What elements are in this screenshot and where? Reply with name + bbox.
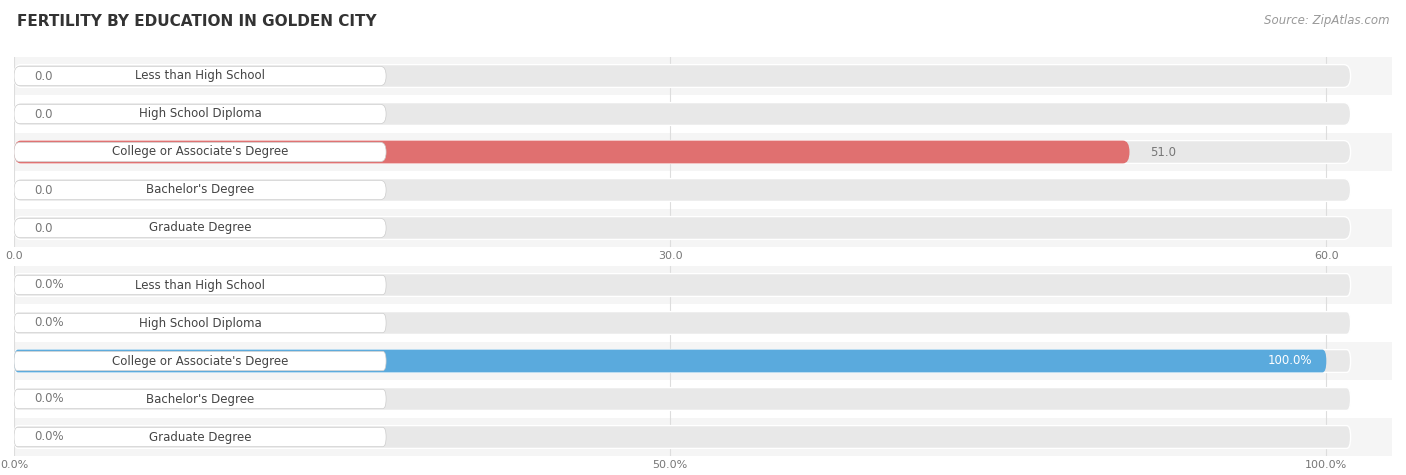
- FancyBboxPatch shape: [14, 66, 387, 85]
- Bar: [14, 171, 1392, 209]
- FancyBboxPatch shape: [14, 390, 387, 408]
- FancyBboxPatch shape: [14, 104, 387, 124]
- Text: Bachelor's Degree: Bachelor's Degree: [146, 392, 254, 406]
- FancyBboxPatch shape: [14, 218, 387, 238]
- Bar: [14, 266, 1392, 304]
- FancyBboxPatch shape: [14, 65, 1351, 87]
- Text: 0.0%: 0.0%: [35, 430, 65, 444]
- FancyBboxPatch shape: [14, 142, 387, 162]
- Text: Less than High School: Less than High School: [135, 69, 266, 83]
- FancyBboxPatch shape: [14, 314, 387, 332]
- Text: Bachelor's Degree: Bachelor's Degree: [146, 183, 254, 197]
- FancyBboxPatch shape: [14, 217, 1351, 239]
- Bar: [14, 133, 1392, 171]
- Text: 0.0%: 0.0%: [35, 316, 65, 330]
- Bar: [14, 57, 1392, 95]
- FancyBboxPatch shape: [14, 274, 1351, 296]
- FancyBboxPatch shape: [14, 350, 1351, 372]
- Text: FERTILITY BY EDUCATION IN GOLDEN CITY: FERTILITY BY EDUCATION IN GOLDEN CITY: [17, 14, 377, 29]
- Text: Less than High School: Less than High School: [135, 278, 266, 292]
- Bar: [14, 342, 1392, 380]
- Text: Source: ZipAtlas.com: Source: ZipAtlas.com: [1264, 14, 1389, 27]
- FancyBboxPatch shape: [14, 428, 387, 446]
- FancyBboxPatch shape: [14, 141, 1129, 163]
- Text: 0.0: 0.0: [35, 107, 53, 121]
- Text: High School Diploma: High School Diploma: [139, 316, 262, 330]
- Text: 100.0%: 100.0%: [1268, 354, 1313, 368]
- Text: 0.0: 0.0: [35, 69, 53, 83]
- FancyBboxPatch shape: [14, 103, 1351, 125]
- Text: Graduate Degree: Graduate Degree: [149, 430, 252, 444]
- Bar: [14, 209, 1392, 247]
- FancyBboxPatch shape: [14, 141, 1351, 163]
- FancyBboxPatch shape: [14, 388, 1351, 410]
- FancyBboxPatch shape: [14, 180, 387, 200]
- Text: 0.0: 0.0: [35, 221, 53, 235]
- FancyBboxPatch shape: [14, 350, 1326, 372]
- Bar: [14, 418, 1392, 456]
- Bar: [14, 380, 1392, 418]
- Text: Graduate Degree: Graduate Degree: [149, 221, 252, 235]
- FancyBboxPatch shape: [14, 352, 387, 370]
- Text: 0.0: 0.0: [35, 183, 53, 197]
- Text: 0.0%: 0.0%: [35, 278, 65, 292]
- Text: High School Diploma: High School Diploma: [139, 107, 262, 121]
- Bar: [14, 304, 1392, 342]
- Bar: [14, 95, 1392, 133]
- FancyBboxPatch shape: [14, 179, 1351, 201]
- Text: College or Associate's Degree: College or Associate's Degree: [112, 354, 288, 368]
- Text: 51.0: 51.0: [1150, 145, 1177, 159]
- FancyBboxPatch shape: [14, 426, 1351, 448]
- Text: College or Associate's Degree: College or Associate's Degree: [112, 145, 288, 159]
- FancyBboxPatch shape: [14, 276, 387, 294]
- FancyBboxPatch shape: [14, 312, 1351, 334]
- Text: 0.0%: 0.0%: [35, 392, 65, 406]
